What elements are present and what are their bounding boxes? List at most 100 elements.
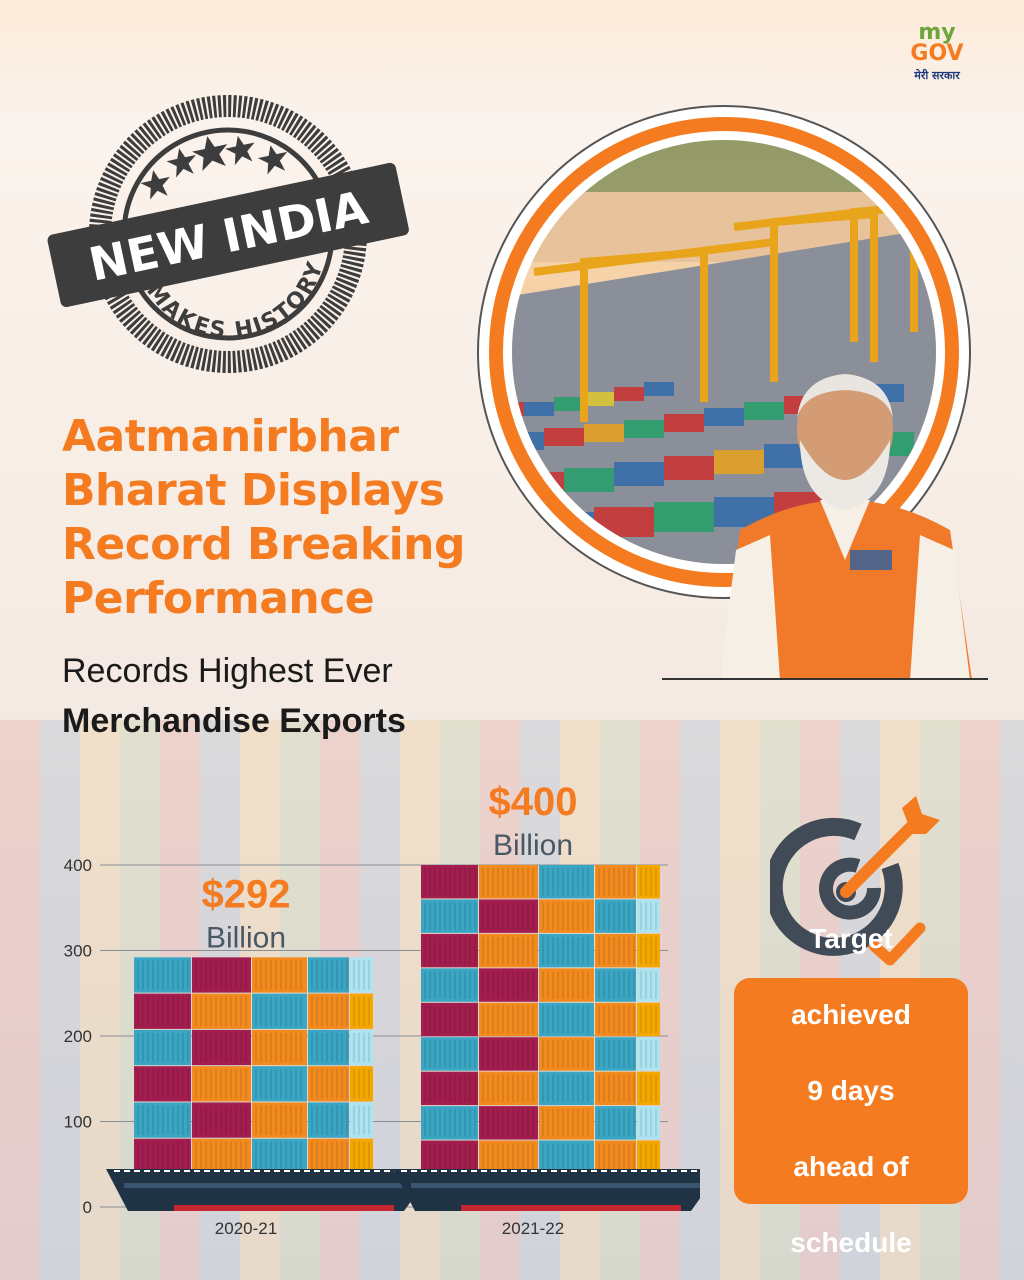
y-tick-label: 200 (64, 1027, 92, 1046)
container-block (192, 957, 251, 993)
value-label-amount: $400 (489, 780, 578, 824)
x-axis-ticks: 2020-21 2021-22 (215, 1219, 564, 1238)
container-block (595, 933, 636, 968)
ship-hull (106, 1169, 434, 1211)
y-tick-label: 0 (83, 1198, 92, 1217)
container-block (134, 1029, 191, 1066)
logo-gov: GOV (910, 41, 964, 66)
container-block (134, 1138, 191, 1174)
container-block (479, 1002, 538, 1037)
ship-waterline (461, 1205, 681, 1211)
target-achieved-box: Target achieved 9 days ahead of schedule (734, 923, 968, 1258)
container-block (350, 1138, 373, 1174)
container-block (595, 1106, 636, 1140)
container-block (134, 1066, 191, 1102)
container-block (637, 968, 660, 1002)
target-line-2: achieved (791, 999, 911, 1030)
container-block (421, 865, 478, 899)
container-block (192, 1029, 251, 1066)
container-block (421, 933, 478, 968)
container-block (308, 1138, 349, 1174)
logo-my: my (918, 20, 956, 45)
container-block (539, 1106, 594, 1140)
headline-line-4: Performance (62, 573, 375, 624)
container-block (308, 1102, 349, 1138)
container-block (539, 899, 594, 933)
container-block (637, 1106, 660, 1140)
container-block (637, 1002, 660, 1037)
container-block (637, 933, 660, 968)
target-text: Target achieved 9 days ahead of schedule (751, 920, 951, 1262)
value-label-amount: $292 (202, 872, 291, 916)
container-block (595, 1037, 636, 1071)
stamp-main-text: NEW INDIA (84, 180, 373, 292)
container-block (192, 1138, 251, 1174)
exports-bar-chart: 0 100 200 300 400 $292 Billion $400 Billion 202… (64, 780, 700, 1238)
container-block (637, 899, 660, 933)
container-block (421, 1071, 478, 1106)
container-block (350, 1029, 373, 1066)
container-block (539, 865, 594, 899)
container-block (539, 1140, 594, 1174)
container-block (479, 968, 538, 1002)
container-block (350, 1102, 373, 1138)
container-block (479, 1071, 538, 1106)
container-block (350, 993, 373, 1029)
container-block (308, 993, 349, 1029)
target-line-4: ahead of (793, 1151, 909, 1182)
ship-stripe (124, 1183, 434, 1188)
container-block (539, 1071, 594, 1106)
container-block (595, 1071, 636, 1106)
ship-waterline (174, 1205, 394, 1211)
container-block (308, 1066, 349, 1102)
container-block (595, 1140, 636, 1174)
subheadline: Records Highest Ever Merchandise Exports (62, 646, 406, 746)
container-block (421, 1140, 478, 1174)
container-block (192, 1066, 251, 1102)
container-block (421, 1002, 478, 1037)
container-block (192, 993, 251, 1029)
new-india-stamp: NEW INDIA MAKES HISTORY! (38, 84, 409, 382)
checkmark-icon (868, 922, 926, 966)
container-block (479, 865, 538, 899)
container-block (595, 968, 636, 1002)
container-block (252, 993, 307, 1029)
container-block (595, 865, 636, 899)
person-portrait (720, 374, 972, 680)
container-block (637, 1071, 660, 1106)
container-block (252, 1102, 307, 1138)
container-block (479, 1037, 538, 1071)
x-tick-label: 2021-22 (502, 1219, 564, 1238)
container-block (637, 1037, 660, 1071)
target-with-arrow-icon (770, 796, 940, 966)
target-line-3: 9 days (807, 1075, 895, 1106)
container-block (479, 899, 538, 933)
headline-line-1: Aatmanirbhar (62, 411, 399, 462)
container-block (421, 968, 478, 1002)
y-tick-label: 400 (64, 856, 92, 875)
container-block (350, 957, 373, 993)
y-tick-label: 300 (64, 942, 92, 961)
container-block (421, 1037, 478, 1071)
stars-icon (140, 135, 288, 200)
y-axis-ticks: 0 100 200 300 400 (64, 856, 92, 1217)
container-block (421, 899, 478, 933)
container-block (350, 1066, 373, 1102)
target-line-1: Target (809, 923, 893, 954)
headline-line-2: Bharat Displays (62, 465, 445, 516)
container-block (479, 1140, 538, 1174)
x-tick-label: 2020-21 (215, 1219, 277, 1238)
logo-tagline: मेरी सरकार (914, 69, 960, 82)
divider-line (662, 678, 988, 680)
container-block (539, 968, 594, 1002)
container-block (252, 1066, 307, 1102)
container-block (539, 1037, 594, 1071)
container-block (252, 1138, 307, 1174)
value-label-unit: Billion (493, 829, 573, 862)
container-block (252, 957, 307, 993)
headline-line-3: Record Breaking (62, 519, 465, 570)
container-block (308, 957, 349, 993)
container-block (595, 1002, 636, 1037)
container-block (479, 1106, 538, 1140)
container-block (539, 933, 594, 968)
